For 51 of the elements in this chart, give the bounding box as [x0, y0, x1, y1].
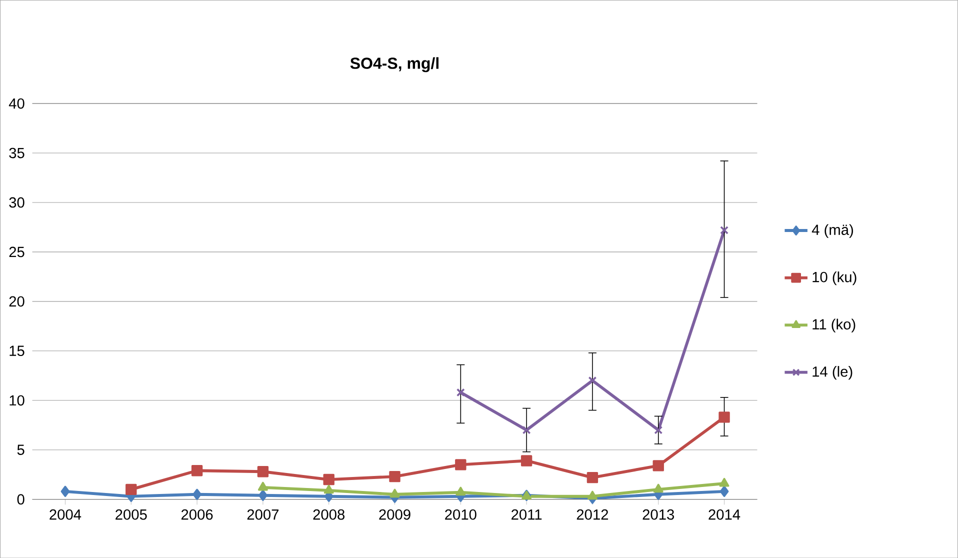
point	[257, 466, 269, 478]
x-tick-label: 2010	[445, 509, 476, 520]
point	[719, 478, 730, 487]
x-tick-label: 2006	[181, 509, 213, 520]
x-tick-label: 2014	[708, 509, 740, 520]
point	[126, 484, 137, 495]
point	[586, 472, 598, 484]
legend-label: 11 (ko)	[812, 318, 856, 332]
point	[720, 486, 729, 497]
point	[60, 486, 70, 497]
x-tick-label: 2012	[576, 509, 608, 520]
point	[587, 490, 598, 500]
point	[323, 474, 334, 486]
y-tick-label: 35	[9, 148, 24, 158]
x-tick-label: 2009	[379, 509, 410, 520]
point	[520, 455, 532, 466]
point	[456, 486, 466, 496]
legend-label: 14 (le)	[812, 366, 852, 380]
x-tick-label: 2008	[313, 509, 344, 520]
point	[588, 376, 597, 385]
point	[258, 482, 268, 491]
point	[258, 490, 268, 501]
point	[652, 460, 664, 472]
y-tick-label: 25	[9, 246, 24, 258]
x-tick-label: 2005	[116, 509, 147, 520]
chart-title: SO4-S, mg/l	[350, 57, 438, 72]
x-tick-label: 2013	[642, 509, 674, 520]
point	[456, 388, 465, 397]
y-tick-label: 10	[10, 395, 24, 406]
point	[324, 484, 334, 494]
point	[653, 484, 664, 493]
point	[192, 488, 202, 500]
point	[389, 470, 400, 482]
y-tick-label: 40	[8, 98, 24, 109]
x-tick-label: 2004	[50, 509, 82, 520]
x-tick-label: 2007	[247, 509, 279, 520]
point	[390, 488, 400, 498]
y-tick-label: 15	[10, 346, 24, 356]
y-tick-label: 0	[17, 494, 24, 504]
point	[654, 426, 663, 434]
legend-label: 4 (mä)	[812, 224, 854, 238]
y-tick-label: 20	[9, 296, 24, 307]
legend-label: 10 (ku)	[812, 271, 856, 286]
y-tick-label: 30	[9, 197, 24, 208]
point	[720, 226, 729, 234]
point	[718, 411, 730, 423]
x-tick-label: 2011	[512, 509, 542, 520]
point	[455, 458, 466, 470]
point	[191, 464, 203, 476]
y-tick-label: 5	[17, 444, 24, 455]
point	[522, 426, 531, 434]
